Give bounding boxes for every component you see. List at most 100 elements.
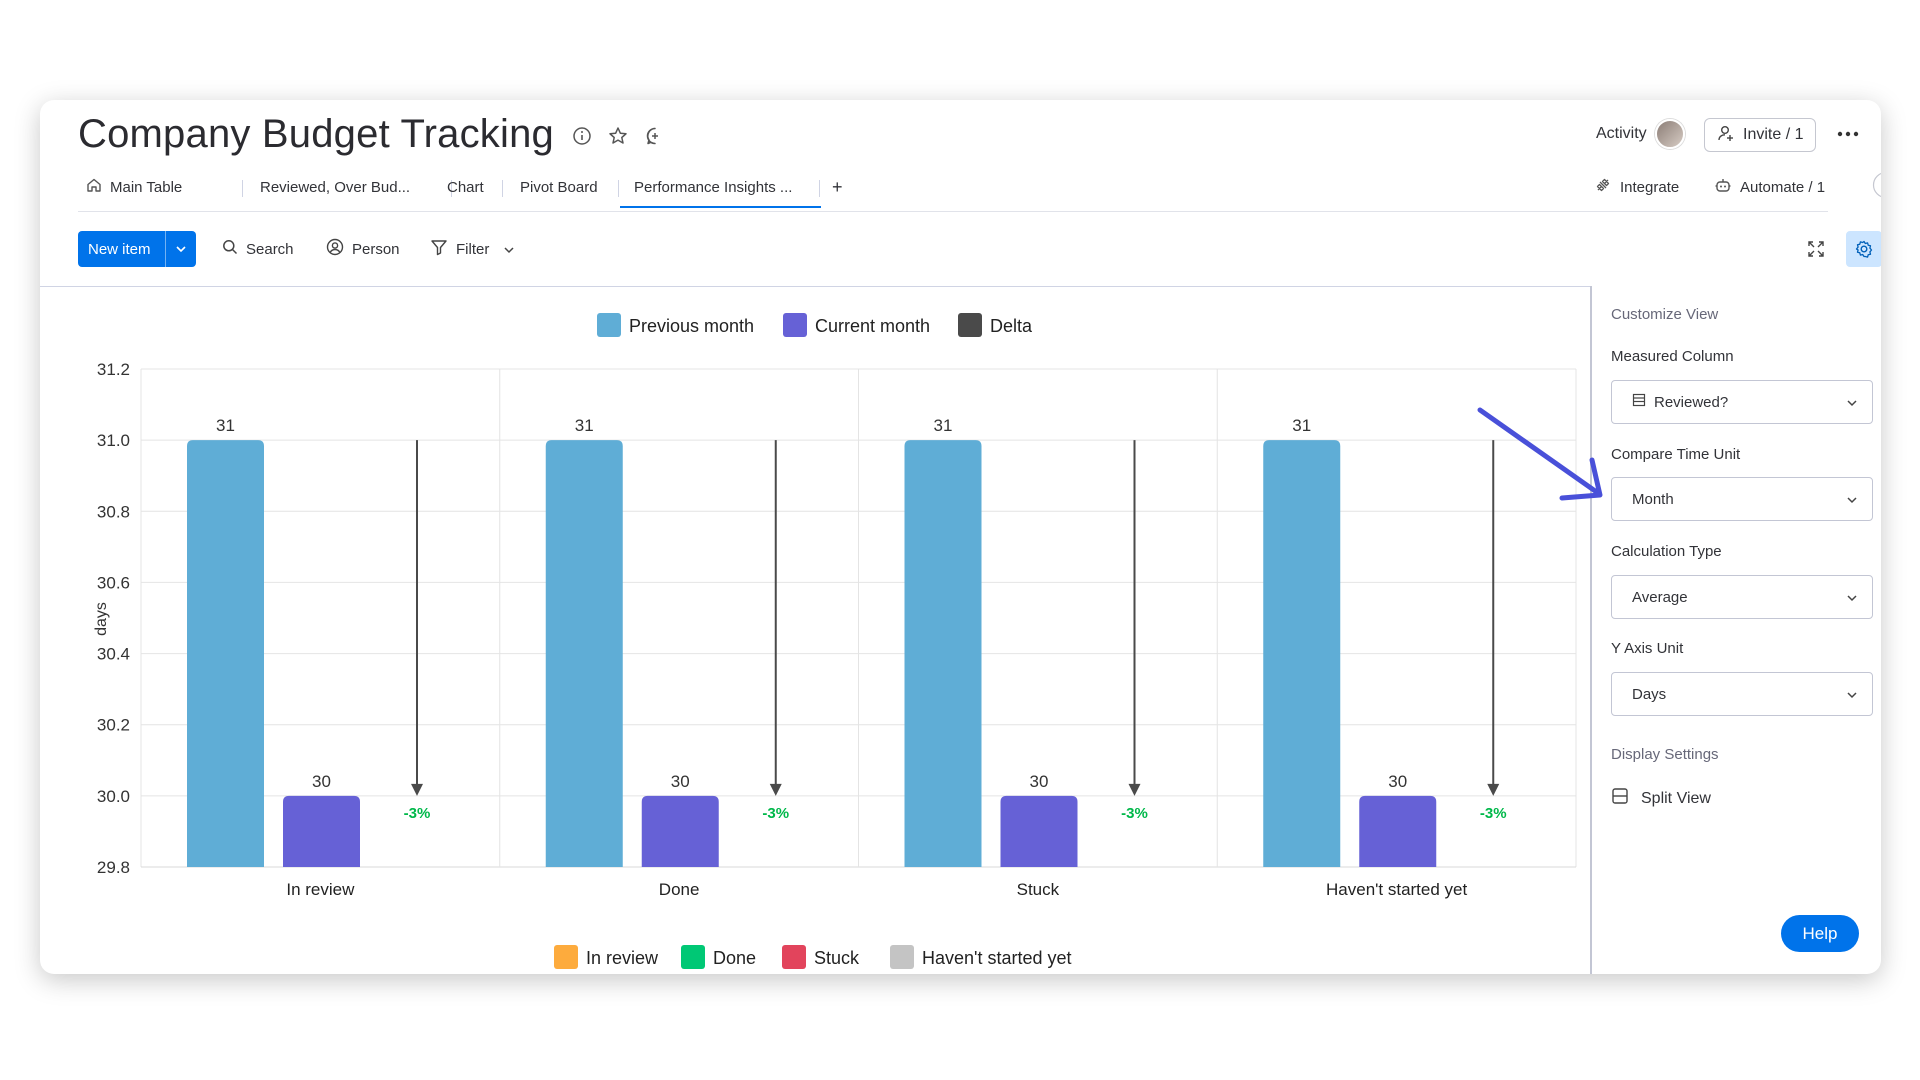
delta-label: -3% bbox=[762, 805, 789, 822]
delta-arrowhead bbox=[769, 783, 782, 796]
tabs-divider bbox=[78, 211, 1828, 212]
calculation-type-label: Calculation Type bbox=[1611, 543, 1722, 560]
legend-label: Previous month bbox=[629, 316, 754, 336]
delta-label: -3% bbox=[404, 805, 431, 822]
chevron-down-icon bbox=[1846, 491, 1858, 508]
y-axis-unit-value: Days bbox=[1632, 685, 1667, 703]
category-legend-swatch bbox=[681, 945, 705, 969]
chevron-down-icon bbox=[1846, 394, 1858, 411]
delta-arrowhead bbox=[1128, 783, 1141, 796]
filter-label: Filter bbox=[456, 240, 490, 258]
automate-button[interactable]: Automate / 1 bbox=[1714, 168, 1825, 206]
more-options-icon[interactable] bbox=[1836, 118, 1860, 150]
home-icon bbox=[86, 177, 102, 197]
category-legend-label: Haven't started yet bbox=[922, 948, 1072, 968]
measured-column-value: Reviewed? bbox=[1654, 393, 1729, 411]
avatar bbox=[1654, 119, 1685, 149]
view-tabs: Main Table Reviewed, Over Bud... Chart P… bbox=[78, 168, 1881, 208]
split-view-label: Split View bbox=[1641, 789, 1711, 807]
chevron-down-icon[interactable] bbox=[164, 231, 196, 267]
chevron-down-icon bbox=[1846, 686, 1858, 703]
data-label: 30 bbox=[312, 772, 331, 791]
board-window: Company Budget Tracking Activity Invite … bbox=[40, 100, 1881, 974]
tab-separator bbox=[451, 180, 452, 197]
compare-time-unit-select[interactable]: Month bbox=[1611, 477, 1873, 521]
y-tick-label: 31.2 bbox=[97, 360, 130, 379]
x-tick-label: Stuck bbox=[1017, 880, 1060, 899]
data-label: 31 bbox=[1292, 416, 1311, 435]
calculation-type-select[interactable]: Average bbox=[1611, 575, 1873, 619]
new-item-button[interactable]: New item bbox=[78, 231, 196, 267]
tab-separator bbox=[618, 180, 619, 197]
legend-swatch bbox=[783, 313, 807, 337]
invite-button[interactable]: Invite / 1 bbox=[1704, 118, 1817, 152]
page-title: Company Budget Tracking bbox=[78, 112, 554, 156]
add-view-button[interactable]: + bbox=[832, 168, 843, 206]
tab-main-table[interactable]: Main Table bbox=[86, 168, 182, 206]
integrate-button[interactable]: Integrate bbox=[1594, 168, 1679, 206]
chevron-down-icon bbox=[1846, 589, 1858, 606]
collapse-header-button[interactable] bbox=[1872, 168, 1881, 206]
x-tick-label: Haven't started yet bbox=[1326, 880, 1467, 899]
x-tick-label: Done bbox=[659, 880, 700, 899]
data-label: 31 bbox=[934, 416, 953, 435]
previous-month-bar bbox=[545, 440, 623, 867]
column-icon bbox=[1632, 393, 1646, 411]
tab-label: Pivot Board bbox=[520, 178, 598, 196]
delta-label: -3% bbox=[1121, 805, 1148, 822]
data-label: 30 bbox=[671, 772, 690, 791]
category-legend-swatch bbox=[554, 945, 578, 969]
settings-gear-icon[interactable] bbox=[1846, 231, 1881, 267]
category-legend-label: In review bbox=[586, 948, 659, 968]
activity-button[interactable]: Activity bbox=[1596, 118, 1685, 150]
activity-label: Activity bbox=[1596, 125, 1647, 142]
info-icon[interactable] bbox=[570, 124, 594, 148]
y-tick-label: 30.6 bbox=[97, 573, 130, 592]
integrate-label: Integrate bbox=[1620, 178, 1680, 196]
star-icon[interactable] bbox=[606, 124, 630, 148]
integrate-icon bbox=[1594, 176, 1612, 198]
compare-time-unit-value: Month bbox=[1632, 490, 1674, 508]
search-button[interactable]: Search bbox=[222, 231, 294, 267]
tab-label: Reviewed, Over Bud... bbox=[260, 178, 411, 196]
chat-icon[interactable] bbox=[643, 124, 667, 148]
tab-performance-insights[interactable]: Performance Insights ... bbox=[634, 168, 792, 206]
fullscreen-icon[interactable] bbox=[1806, 231, 1826, 267]
chevron-down-icon[interactable] bbox=[503, 241, 515, 258]
y-axis-unit-select[interactable]: Days bbox=[1611, 672, 1873, 716]
display-settings-heading: Display Settings bbox=[1611, 746, 1719, 763]
toolbar-divider bbox=[40, 286, 1590, 287]
category-legend-label: Stuck bbox=[814, 948, 860, 968]
split-view-toggle[interactable]: Split View bbox=[1611, 787, 1711, 810]
person-filter-button[interactable]: Person bbox=[326, 231, 400, 267]
customize-view-panel: Customize View Measured Column Reviewed?… bbox=[1592, 286, 1881, 974]
filter-button[interactable]: Filter bbox=[430, 231, 515, 267]
tab-separator bbox=[819, 180, 820, 197]
previous-month-bar bbox=[1263, 440, 1341, 867]
chevron-up-icon bbox=[1872, 171, 1881, 203]
calculation-type-value: Average bbox=[1632, 588, 1688, 606]
data-label: 31 bbox=[575, 416, 594, 435]
invite-label: Invite / 1 bbox=[1743, 126, 1804, 143]
y-axis-unit-label: Y Axis Unit bbox=[1611, 640, 1684, 657]
current-month-bar bbox=[283, 795, 360, 867]
tab-separator bbox=[242, 180, 243, 197]
y-tick-label: 30.4 bbox=[97, 645, 130, 664]
current-month-bar bbox=[641, 795, 719, 867]
active-tab-indicator bbox=[620, 206, 821, 208]
delta-arrowhead bbox=[1487, 783, 1500, 796]
current-month-bar bbox=[1000, 795, 1078, 867]
delta-label: -3% bbox=[1480, 805, 1507, 822]
customize-view-heading: Customize View bbox=[1611, 306, 1719, 323]
add-view-label: + bbox=[832, 176, 843, 197]
current-month-bar bbox=[1359, 795, 1437, 867]
person-label: Person bbox=[352, 240, 400, 258]
category-legend-label: Done bbox=[713, 948, 756, 968]
measured-column-select[interactable]: Reviewed? bbox=[1611, 380, 1873, 424]
sidebar-divider bbox=[1590, 286, 1592, 974]
tab-chart[interactable]: Chart bbox=[447, 168, 484, 206]
tab-reviewed-over-budget[interactable]: Reviewed, Over Bud... bbox=[260, 168, 410, 206]
help-button[interactable]: Help bbox=[1781, 915, 1859, 952]
split-view-icon bbox=[1611, 787, 1629, 810]
tab-pivot-board[interactable]: Pivot Board bbox=[520, 168, 598, 206]
